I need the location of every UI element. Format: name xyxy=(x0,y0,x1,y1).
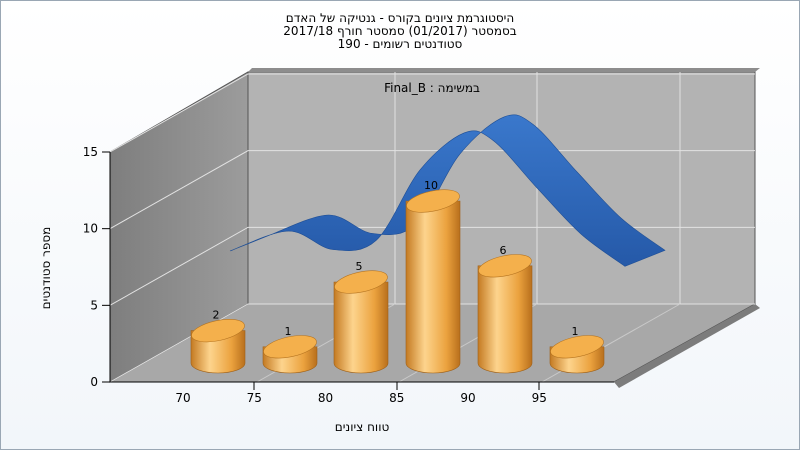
title-line-2: בסמסטר (01/2017) סמסטר חורף 2017/18 xyxy=(283,24,516,38)
y-tick-label: 10 xyxy=(83,222,98,236)
bar-value-label: 6 xyxy=(500,244,507,257)
y-tick-label: 5 xyxy=(90,298,98,312)
bar-value-label: 1 xyxy=(285,325,292,338)
bar-value-label: 2 xyxy=(213,309,220,322)
x-tick-label: 85 xyxy=(389,391,404,405)
y-tick-label: 15 xyxy=(83,145,98,159)
floor-front-edge xyxy=(614,304,760,388)
bar-value-label: 10 xyxy=(424,179,438,192)
x-tick-label: 95 xyxy=(532,391,547,405)
x-tick-label: 70 xyxy=(175,391,190,405)
bar-body xyxy=(333,281,389,374)
y-gridline xyxy=(109,73,755,153)
bar-top xyxy=(406,189,460,213)
back-wall-top-edge xyxy=(248,68,760,72)
bar-top xyxy=(263,335,317,359)
bar xyxy=(190,319,246,374)
bar xyxy=(549,335,605,374)
x-tick-label: 90 xyxy=(460,391,475,405)
assignment-annotation: Final_B : במשימה xyxy=(384,81,480,95)
bar xyxy=(477,254,533,374)
bar-top xyxy=(478,254,532,278)
chart-title: היסטוגרמת ציונים בקורס - גנטיקה של האדם … xyxy=(283,11,516,51)
bar xyxy=(405,189,461,374)
bar-top xyxy=(334,270,388,294)
title-line-1: היסטוגרמת ציונים בקורס - גנטיקה של האדם xyxy=(286,11,514,25)
data-labels-layer: 2 1 5 10 6 1 xyxy=(213,179,579,338)
bar xyxy=(262,335,318,374)
bar-value-label: 5 xyxy=(356,260,363,273)
y-axis-label: מספר סטודנטים xyxy=(39,227,53,310)
bar-top xyxy=(191,319,245,343)
x-tick-label: 80 xyxy=(318,391,333,405)
bar-body xyxy=(477,265,533,374)
y-gridline xyxy=(109,303,755,383)
y-tick-label: 0 xyxy=(90,375,98,389)
bars-layer xyxy=(190,189,605,374)
bar-value-label: 1 xyxy=(572,325,579,338)
x-tick-label: 75 xyxy=(247,391,262,405)
x-axis-label: טווח ציונים xyxy=(335,420,390,434)
bar-body xyxy=(405,200,461,374)
y-gridline xyxy=(109,150,755,230)
title-line-3: 190 - סטודנטים רשומים xyxy=(338,37,463,51)
bar xyxy=(333,270,389,374)
bar-top xyxy=(550,335,604,359)
